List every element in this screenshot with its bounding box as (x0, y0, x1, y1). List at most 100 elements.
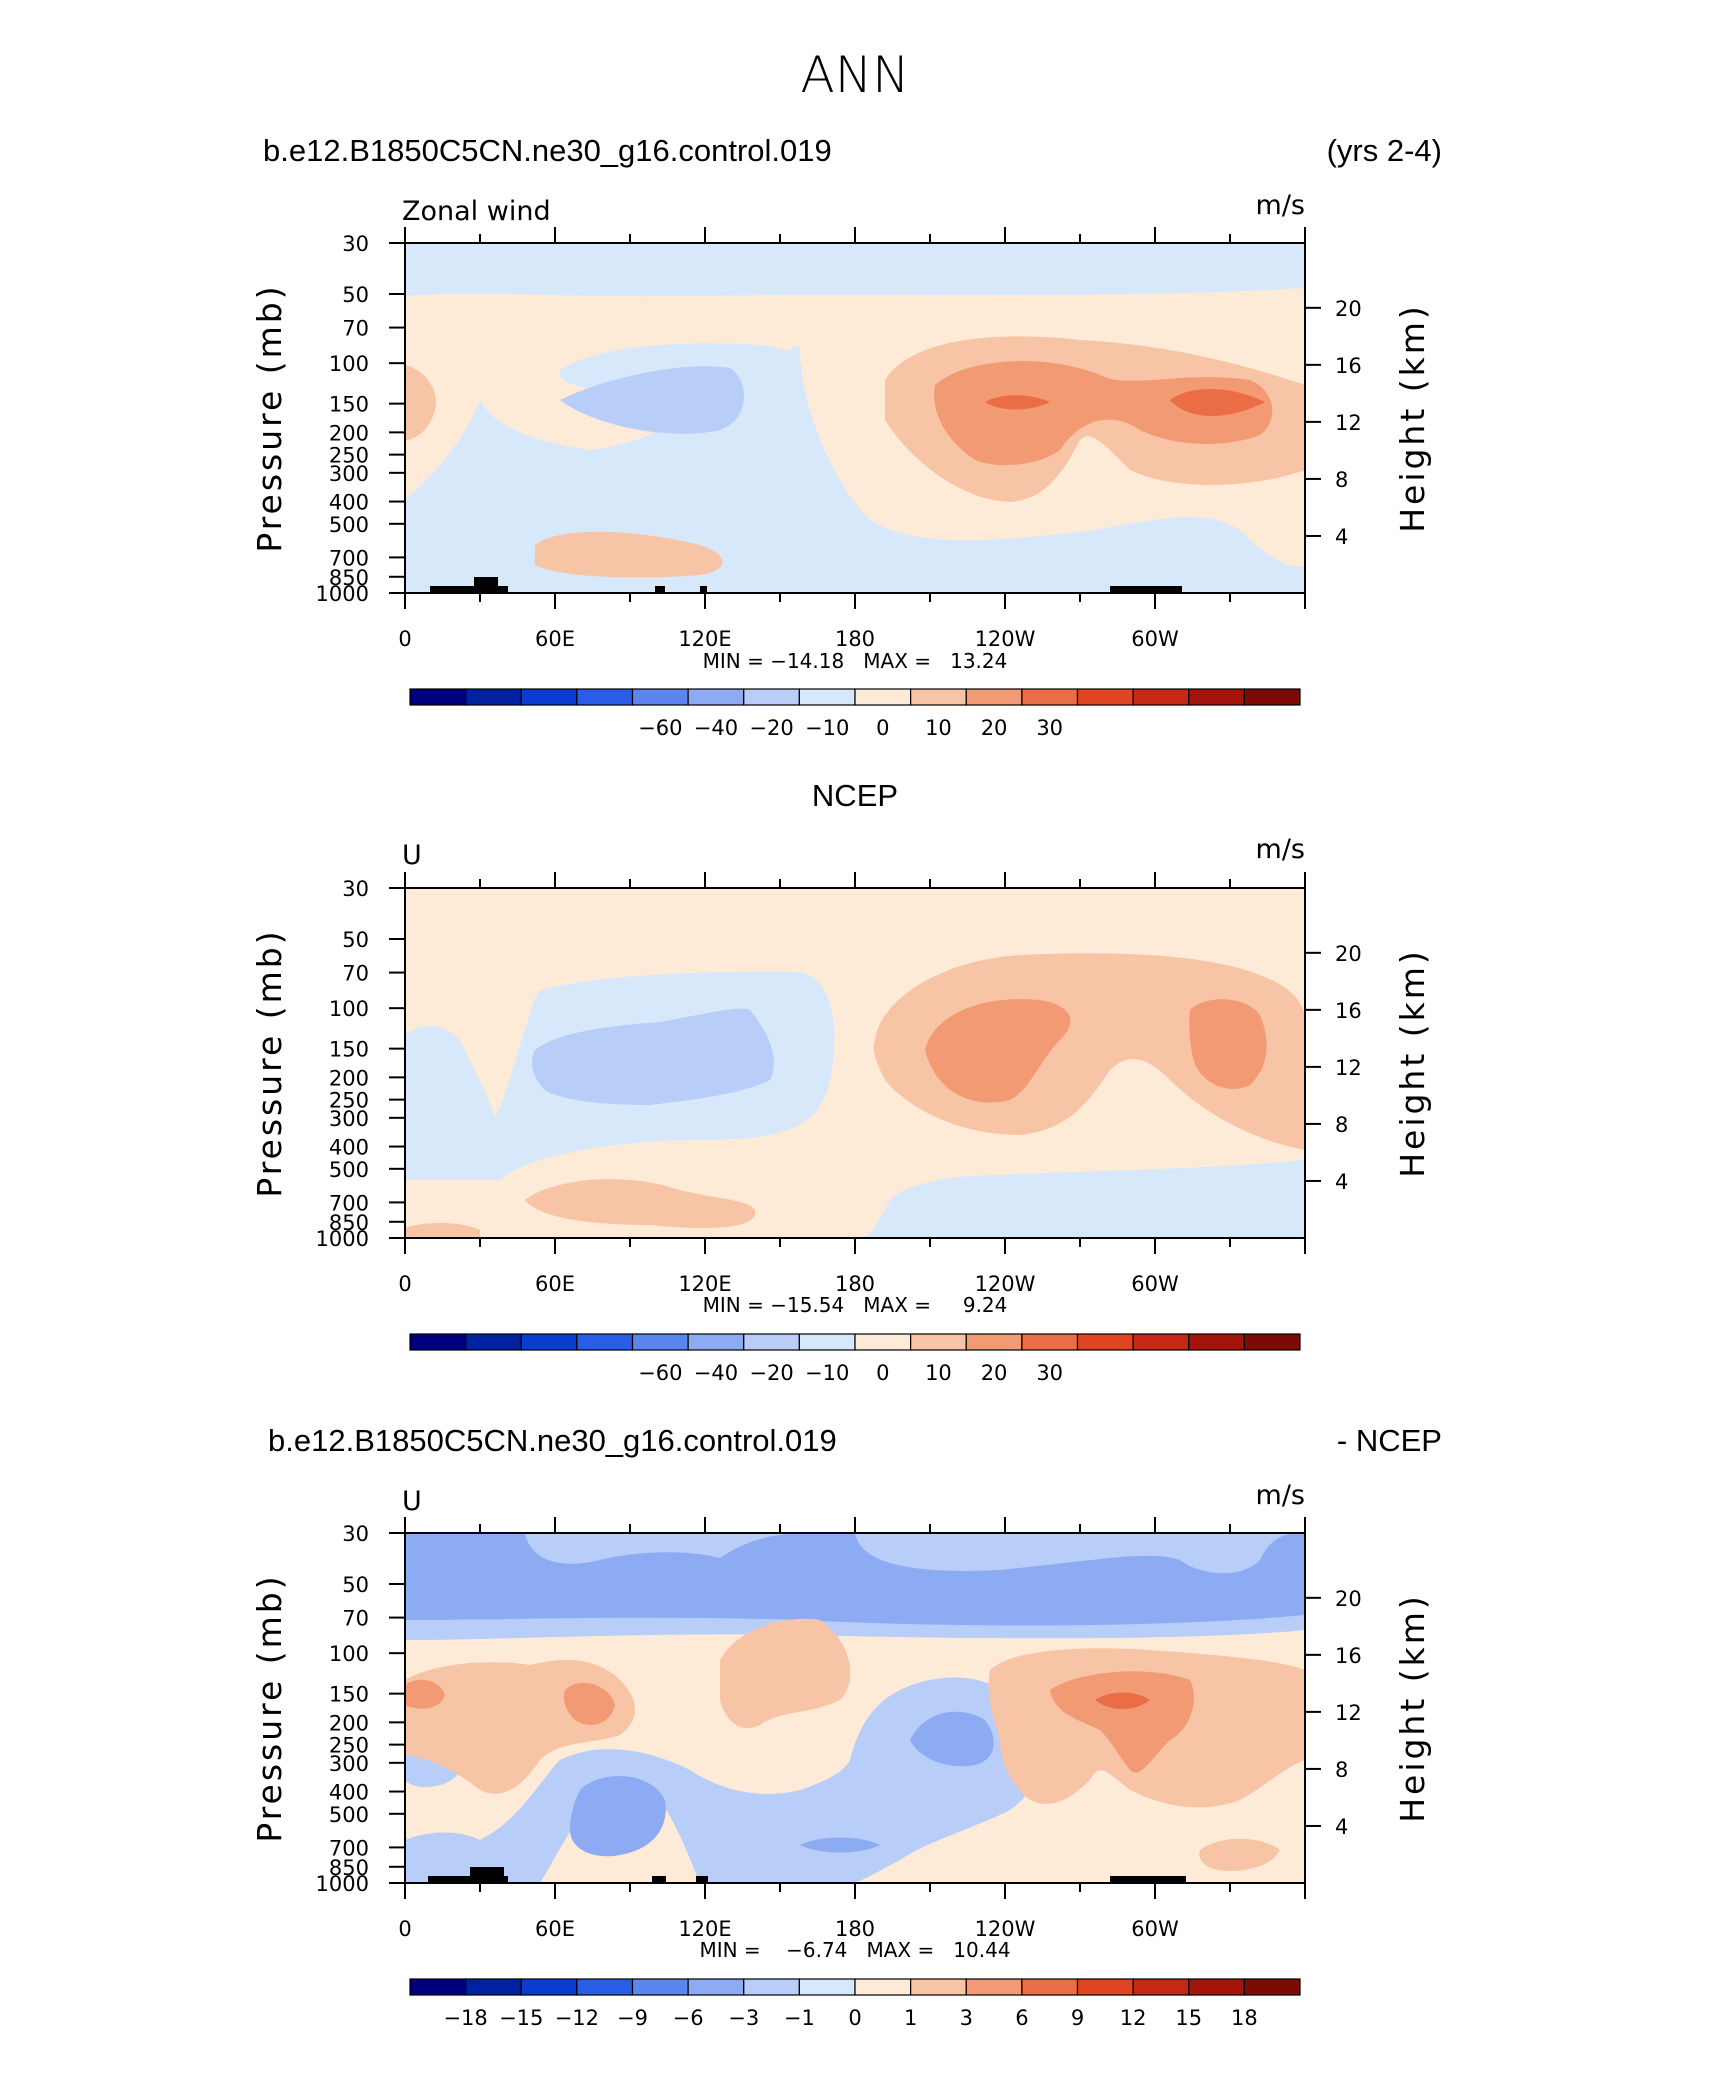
colorbar-swatch (910, 688, 967, 706)
y-tick-label: 150 (329, 1683, 369, 1707)
y-tick-label: 70 (342, 1607, 369, 1631)
x-tick-label: 60E (535, 1272, 575, 1296)
colorbar-label: −20 (749, 716, 793, 740)
colorbar-swatch (687, 1333, 745, 1351)
colorbar-swatch (965, 1333, 1023, 1351)
colorbar-swatch (1021, 688, 1079, 706)
colorbar-swatch (409, 1978, 467, 1996)
region-westerly-jet-core-1 (925, 999, 1071, 1103)
region-easterly-core-120E (560, 366, 744, 434)
colorbar-label: 15 (1175, 2006, 1202, 2030)
colorbar-swatch (1021, 1978, 1079, 1996)
y-tick-label: 30 (342, 232, 369, 256)
colorbar-swatch (1243, 1978, 1301, 1996)
y-tick-label: 1000 (316, 1872, 369, 1896)
y-tick-label: 500 (329, 1803, 369, 1827)
x-tick-label: 0 (398, 1917, 411, 1941)
region-negative-bias-core-1 (910, 1711, 994, 1767)
y-tick-label: 850 (329, 1856, 369, 1880)
colorbar-swatch (1076, 1333, 1134, 1351)
region-positive-bias-core-3 (1050, 1671, 1194, 1773)
units-label: m/s (1256, 834, 1305, 865)
colorbar-swatch (854, 688, 912, 706)
region-stratospheric-bias (405, 1533, 1305, 1626)
y-tick-label: 500 (329, 513, 369, 537)
units-label: m/s (1256, 190, 1305, 221)
region-positive-lower-60E (525, 1179, 756, 1228)
x-tick-label: 60W (1131, 1272, 1179, 1296)
y-tick-label: 30 (342, 1522, 369, 1546)
y-tick-label: 30 (342, 877, 369, 901)
colorbar: −60 −40 −20 −10 0 10 20 30 (409, 1333, 1301, 1385)
region-positive-bias-max (1095, 1692, 1150, 1709)
colorbar-swatch (798, 688, 856, 706)
region-positive-left-edge (405, 365, 436, 440)
y-tick-label: 400 (329, 1781, 369, 1805)
variable-label: Zonal wind (402, 196, 551, 227)
y-right-tick-label: 20 (1335, 942, 1362, 966)
y-axis-title: Pressure (mb) (250, 928, 289, 1197)
colorbar-swatch (743, 688, 800, 706)
colorbar-label: −1 (784, 2006, 815, 2030)
colorbar-swatch (520, 688, 578, 706)
y-tick-label: 250 (329, 1089, 369, 1113)
min-max-label: MIN = −6.74 MAX = 10.44 (699, 1938, 1010, 1962)
colorbar-label: −60 (638, 716, 682, 740)
colorbar-label: 6 (1015, 2006, 1028, 2030)
x-tick-label: 120W (975, 627, 1036, 651)
contour-field (405, 888, 1305, 1238)
colorbar: −18 −15 −12 −9 −6 −3 −1 0 1 3 6 9 12 15 18 (409, 1978, 1301, 2030)
x-tick-label: 60W (1131, 627, 1179, 651)
figure-title: ANN (800, 46, 909, 104)
colorbar-label: −10 (805, 716, 849, 740)
y-right-axis-title: Height (km) (1393, 1593, 1432, 1823)
colorbar-swatch (576, 688, 634, 706)
colorbar-label: 12 (1120, 2006, 1147, 2030)
contour-field (405, 243, 1305, 593)
x-tick-label: 120W (975, 1917, 1036, 1941)
y-axis-title: Pressure (mb) (250, 1573, 289, 1842)
variable-label: U (402, 1486, 422, 1517)
colorbar-label: 3 (960, 2006, 973, 2030)
colorbar-swatch (631, 688, 689, 706)
min-max-label: MIN = −14.18 MAX = 13.24 (703, 649, 1008, 673)
y-tick-label: 150 (329, 393, 369, 417)
region-positive-bias-2 (720, 1618, 851, 1729)
colorbar-swatch (631, 1978, 689, 1996)
colorbar-swatch (910, 1978, 967, 1996)
colorbar-swatch (854, 1333, 912, 1351)
colorbar-swatch (409, 1333, 467, 1351)
region-positive-bias-core-1 (405, 1679, 445, 1709)
colorbar-label: −40 (694, 1361, 738, 1385)
colorbar-swatch (1243, 1333, 1301, 1351)
region-positive-lower-left (405, 1223, 480, 1238)
colorbar-label: −9 (617, 2006, 648, 2030)
topography (428, 1867, 1186, 1883)
region-westerly-jet-max-1 (985, 395, 1050, 410)
colorbar-swatch (465, 688, 522, 706)
y-right-axis-title: Height (km) (1393, 303, 1432, 533)
colorbar-swatch (465, 1978, 522, 1996)
y-right-tick-label: 16 (1335, 999, 1362, 1023)
y-tick-label: 700 (329, 546, 369, 570)
colorbar-label: 18 (1231, 2006, 1258, 2030)
region-easterly-core-120E (532, 1008, 774, 1105)
contour-field (405, 1533, 1305, 1883)
y-right-tick-label: 4 (1335, 525, 1348, 549)
colorbar-label: 0 (876, 716, 889, 740)
colorbar-label: 20 (981, 716, 1008, 740)
y-right-tick-label: 20 (1335, 1587, 1362, 1611)
colorbar-swatch (1076, 1978, 1134, 1996)
y-tick-label: 150 (329, 1038, 369, 1062)
colorbar-swatch (1132, 1333, 1190, 1351)
region-westerly-jet-core (934, 361, 1273, 466)
y-right-tick-label: 12 (1335, 411, 1362, 435)
y-right-tick-label: 8 (1335, 468, 1348, 492)
y-tick-label: 1000 (316, 582, 369, 606)
y-right-tick-label: 20 (1335, 297, 1362, 321)
right-title: (yrs 2-4) (1327, 133, 1442, 168)
colorbar-swatch (1132, 688, 1190, 706)
x-tick-label: 0 (398, 1272, 411, 1296)
